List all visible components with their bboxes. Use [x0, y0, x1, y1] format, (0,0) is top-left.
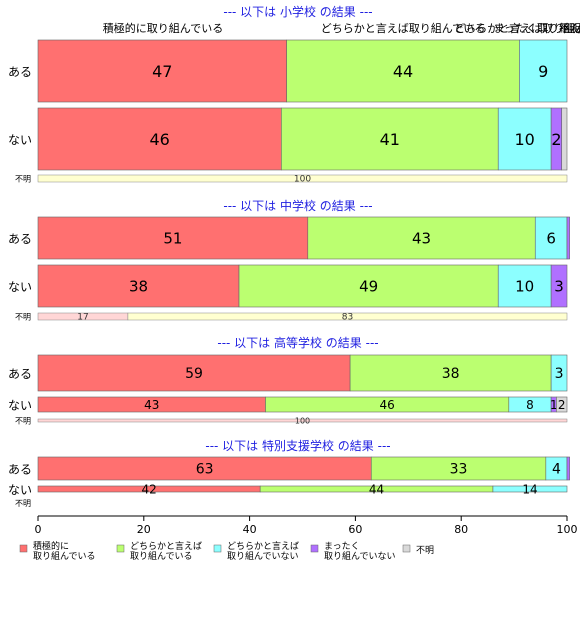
bar-segment	[561, 107, 568, 171]
data-label: 14	[522, 482, 537, 496]
row-label: ない	[8, 399, 32, 413]
panel-title: --- 以下は 中学校 の結果 ---	[223, 198, 372, 213]
x-tick-label: 0	[35, 523, 42, 536]
unknown-bar-segment	[37, 418, 568, 423]
data-label: 8	[526, 398, 534, 412]
legend-label: まったく	[324, 541, 360, 552]
data-label: 43	[144, 398, 159, 412]
data-label: 6	[546, 229, 556, 247]
legend-label: 取り組んでいない	[324, 550, 396, 562]
data-label: 44	[369, 482, 384, 496]
x-tick-label: 40	[243, 523, 257, 536]
bar-segment	[307, 216, 536, 260]
row-label: ある	[8, 65, 32, 79]
data-label: 41	[380, 130, 400, 149]
unknown-bar-segment	[37, 174, 568, 183]
data-label: 46	[149, 130, 169, 149]
data-label: 2	[558, 398, 566, 412]
bar-segment	[550, 264, 568, 308]
x-tick-label: 80	[454, 523, 468, 536]
x-tick-label: 100	[557, 523, 578, 536]
legend-label: 取り組んでいる	[33, 550, 96, 562]
legend-label: 積極的に	[33, 540, 69, 552]
bar-segment	[37, 39, 287, 103]
unknown-row-label: 不明	[15, 499, 31, 508]
legend-label: どちらかと言えば	[227, 540, 299, 552]
legend-label: 取り組んでいる	[130, 550, 193, 562]
legend-label: 不明	[416, 545, 434, 556]
panel-title: --- 以下は 小学校 の結果 ---	[223, 4, 372, 19]
bar-segment	[566, 216, 570, 260]
bar-segment	[238, 264, 499, 308]
bar-segment	[497, 264, 552, 308]
bar-segment	[37, 107, 282, 171]
unknown-row-label: 不明	[15, 417, 31, 426]
legend-swatch	[116, 544, 125, 553]
data-label: 43	[412, 229, 431, 247]
unknown-row-label: 不明	[15, 175, 31, 184]
legend-swatch	[310, 544, 319, 553]
legend-label: どちらかと言えば	[130, 540, 202, 552]
row-label: ない	[8, 133, 32, 147]
bar-segment	[556, 396, 568, 413]
row-label: ある	[8, 463, 32, 477]
data-label: 38	[129, 277, 148, 295]
row-label: ない	[8, 483, 32, 497]
legend-label: 取り組んでいない	[227, 550, 299, 562]
data-label: 3	[555, 366, 564, 382]
row-label: ある	[8, 367, 32, 381]
data-label: 33	[450, 462, 468, 478]
panel-title: --- 以下は 特別支援学校 の結果 ---	[205, 438, 390, 453]
x-tick-label: 20	[137, 523, 151, 536]
data-label: 4	[552, 462, 561, 478]
data-label: 10	[515, 130, 535, 149]
row-label: ない	[8, 280, 32, 294]
data-label: 42	[141, 482, 156, 496]
unknown-bar-segment	[127, 312, 568, 321]
x-tick-label: 60	[348, 523, 362, 536]
data-label: 49	[359, 277, 378, 295]
data-label: 47	[152, 62, 172, 81]
data-label: 3	[554, 277, 564, 295]
unknown-row-label: 不明	[15, 313, 31, 322]
unknown-data-label: 83	[342, 313, 353, 323]
panel-title: --- 以下は 高等学校 の結果 ---	[217, 335, 378, 350]
bar-segment	[550, 354, 568, 392]
data-label: 1	[550, 398, 558, 412]
unknown-data-label: 100	[295, 417, 310, 426]
data-label: 10	[515, 277, 534, 295]
data-label: 59	[185, 366, 203, 382]
bar-segment	[566, 456, 570, 481]
unknown-data-label: 100	[294, 175, 311, 185]
top-label: 不明	[559, 22, 580, 35]
unknown-data-label: 17	[77, 313, 88, 323]
data-label: 9	[538, 62, 548, 81]
bar-segment	[37, 264, 240, 308]
data-label: 2	[551, 130, 561, 149]
bar-segment	[497, 107, 552, 171]
legend-swatch	[213, 544, 222, 553]
data-label: 51	[163, 229, 182, 247]
top-label: どちらかと言えば取り組んでいる	[321, 22, 485, 35]
data-label: 44	[393, 62, 413, 81]
top-label: 積極的に取り組んでいる	[103, 21, 223, 35]
data-label: 63	[196, 462, 214, 478]
bar-segment	[281, 107, 499, 171]
bar-segment	[492, 485, 568, 493]
bar-segment	[286, 39, 520, 103]
row-label: ある	[8, 232, 32, 246]
bar-segment	[534, 216, 568, 260]
data-label: 46	[379, 398, 394, 412]
data-label: 38	[442, 366, 460, 382]
legend-swatch	[19, 544, 28, 553]
legend-swatch	[402, 544, 411, 553]
bar-segment	[519, 39, 568, 103]
